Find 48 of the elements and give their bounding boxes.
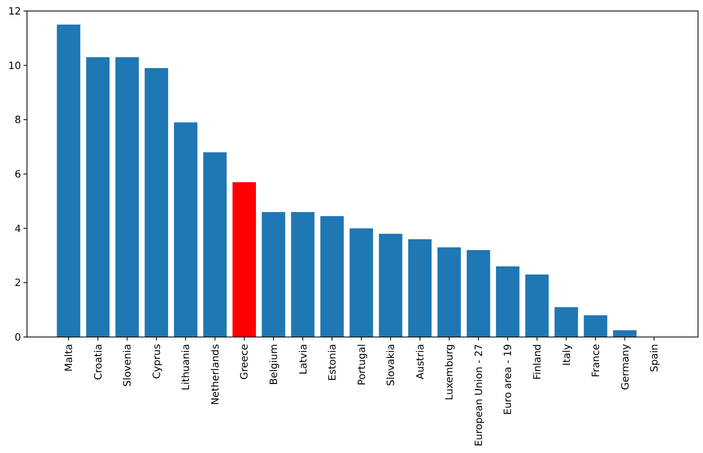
bar	[86, 57, 110, 337]
bar	[378, 234, 402, 337]
x-tick-label: Slovenia	[122, 344, 134, 387]
x-tick-label: Spain	[650, 344, 661, 372]
x-tick-label: Slovakia	[386, 344, 398, 386]
x-tick-label: Cyprus	[152, 344, 163, 379]
x-tick-label: Portugal	[356, 344, 368, 386]
bar	[203, 152, 227, 337]
x-tick-label: Malta	[64, 344, 76, 372]
x-tick-label: Estonia	[328, 344, 339, 381]
x-tick-label: Netherlands	[210, 344, 222, 405]
y-tick-label: 0	[14, 332, 21, 344]
bar	[584, 315, 608, 337]
bar	[174, 122, 198, 337]
x-tick-label: Belgium	[269, 344, 280, 385]
bar	[408, 239, 432, 337]
bar	[291, 212, 314, 337]
x-tick-label: Greece	[240, 344, 251, 380]
bar	[262, 212, 286, 337]
y-tick-label: 10	[8, 60, 21, 72]
x-tick-label: France	[591, 344, 602, 378]
bar	[144, 68, 168, 337]
bar	[437, 247, 461, 337]
bar	[350, 228, 374, 337]
bar	[554, 307, 578, 337]
bar	[320, 216, 344, 337]
bar	[613, 330, 637, 337]
x-tick-label: Finland	[532, 344, 544, 380]
x-tick-label: Croatia	[93, 344, 104, 380]
bar	[115, 57, 139, 337]
x-tick-label: Lithuania	[181, 344, 192, 390]
bar	[466, 250, 490, 337]
x-tick-label: European Union - 27	[474, 344, 485, 446]
x-tick-label: Italy	[562, 344, 573, 366]
y-tick-label: 2	[14, 278, 21, 290]
x-tick-label: Euro area - 19	[503, 344, 514, 415]
y-tick-label: 6	[14, 170, 21, 180]
bar	[232, 182, 256, 337]
x-tick-label: Austria	[415, 344, 426, 380]
y-tick-label: 4	[14, 224, 21, 235]
y-tick-label: 12	[8, 6, 21, 18]
x-tick-label: Germany	[620, 344, 632, 390]
x-tick-label: Luxemburg	[444, 344, 456, 400]
bar	[496, 266, 520, 337]
x-tick-label: Latvia	[298, 344, 310, 374]
y-tick-label: 8	[14, 115, 21, 126]
bar	[525, 274, 549, 337]
bar	[56, 24, 80, 337]
